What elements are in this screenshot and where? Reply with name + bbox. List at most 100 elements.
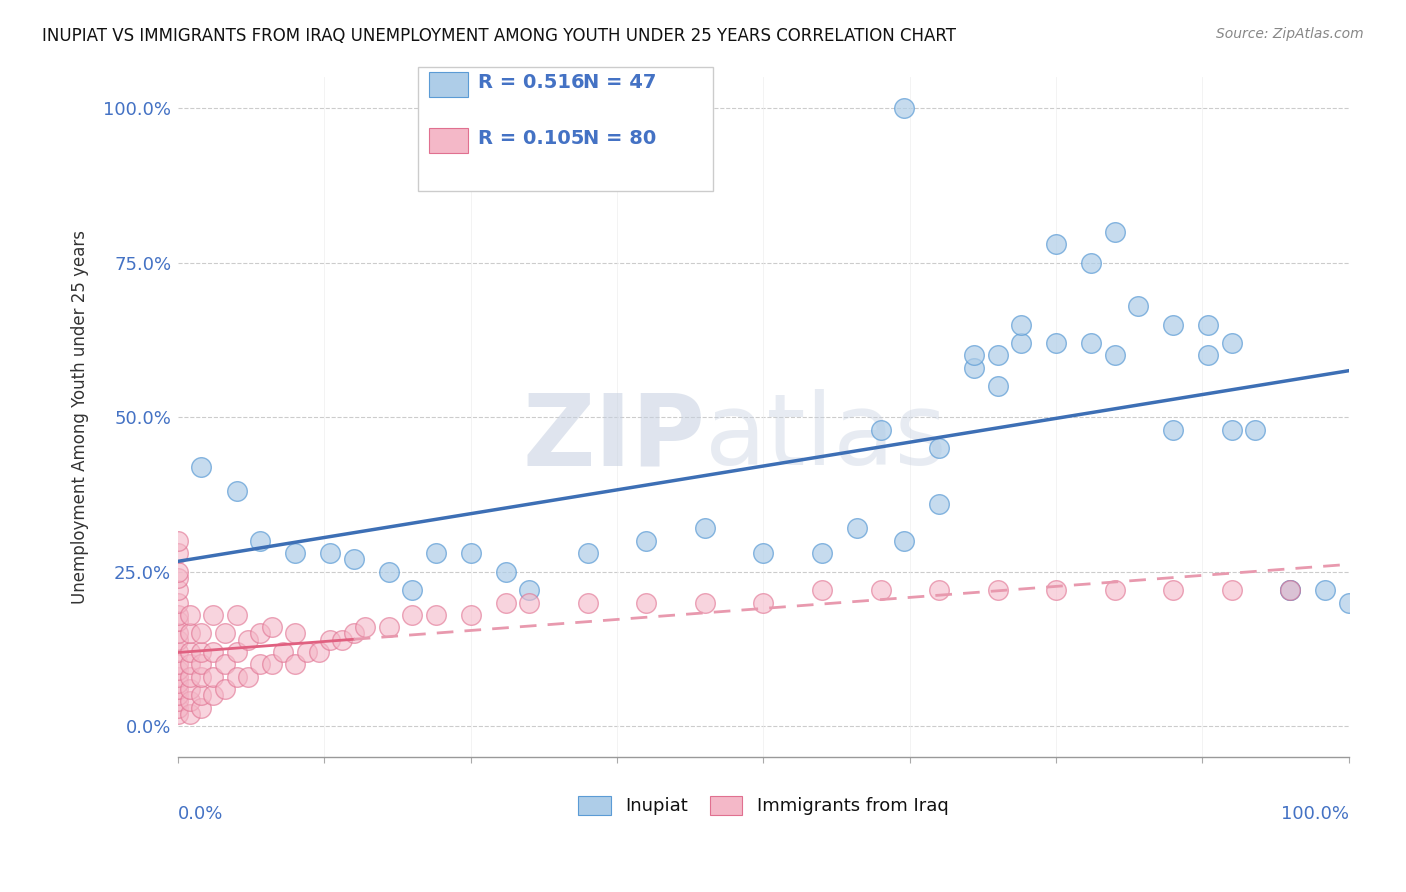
- Point: [295, 645, 318, 659]
- Point: [425, 546, 447, 560]
- Point: [378, 565, 401, 579]
- Point: [1197, 348, 1219, 362]
- Point: [249, 657, 271, 672]
- Point: [167, 546, 190, 560]
- Point: [1244, 423, 1267, 437]
- Point: [284, 626, 307, 640]
- Point: [1010, 318, 1032, 332]
- Point: [495, 565, 517, 579]
- Point: [752, 546, 775, 560]
- Point: [273, 645, 295, 659]
- Point: [238, 632, 260, 647]
- Point: [225, 607, 247, 622]
- Point: [179, 694, 201, 708]
- Point: [1220, 583, 1243, 598]
- Point: [811, 583, 834, 598]
- Point: [401, 607, 423, 622]
- Point: [167, 676, 190, 690]
- Point: [636, 595, 658, 609]
- Point: [343, 552, 366, 566]
- Point: [893, 533, 915, 548]
- Point: [190, 657, 212, 672]
- Point: [987, 348, 1010, 362]
- Point: [1315, 583, 1337, 598]
- Point: [179, 607, 201, 622]
- Point: [202, 670, 225, 684]
- Point: [1161, 583, 1184, 598]
- Point: [190, 670, 212, 684]
- Point: [495, 595, 517, 609]
- Point: [167, 533, 190, 548]
- Point: [190, 459, 212, 474]
- Point: [1045, 336, 1067, 351]
- Point: [928, 441, 950, 455]
- Point: [179, 670, 201, 684]
- Point: [963, 360, 986, 375]
- Point: [636, 533, 658, 548]
- Point: [693, 521, 716, 535]
- Point: [260, 657, 283, 672]
- Point: [1080, 256, 1102, 270]
- Text: N = 80: N = 80: [583, 128, 657, 148]
- Legend: Inupiat, Immigrants from Iraq: Inupiat, Immigrants from Iraq: [571, 789, 956, 822]
- Point: [202, 688, 225, 702]
- Point: [167, 626, 190, 640]
- Point: [319, 546, 342, 560]
- Point: [1337, 595, 1360, 609]
- Point: [1220, 423, 1243, 437]
- Text: N = 47: N = 47: [583, 73, 657, 93]
- Point: [190, 645, 212, 659]
- Point: [576, 546, 599, 560]
- Text: Source: ZipAtlas.com: Source: ZipAtlas.com: [1216, 27, 1364, 41]
- Point: [869, 423, 891, 437]
- Point: [167, 694, 190, 708]
- Point: [343, 626, 366, 640]
- Point: [1045, 583, 1067, 598]
- Point: [1045, 237, 1067, 252]
- Point: [202, 607, 225, 622]
- Point: [401, 583, 423, 598]
- Point: [1279, 583, 1302, 598]
- Point: [190, 688, 212, 702]
- Point: [225, 645, 247, 659]
- Point: [963, 348, 986, 362]
- Point: [987, 583, 1010, 598]
- Point: [693, 595, 716, 609]
- Point: [167, 632, 190, 647]
- Point: [167, 688, 190, 702]
- Point: [214, 626, 236, 640]
- Point: [846, 521, 869, 535]
- Point: [167, 565, 190, 579]
- Point: [460, 546, 482, 560]
- Text: R = 0.516: R = 0.516: [478, 73, 585, 93]
- Point: [1104, 225, 1126, 239]
- Point: [202, 645, 225, 659]
- Text: R = 0.105: R = 0.105: [478, 128, 585, 148]
- Point: [167, 583, 190, 598]
- Point: [1220, 336, 1243, 351]
- Point: [167, 657, 190, 672]
- Text: 0.0%: 0.0%: [179, 805, 224, 822]
- Point: [179, 645, 201, 659]
- Point: [576, 595, 599, 609]
- Point: [167, 664, 190, 678]
- Point: [190, 626, 212, 640]
- Point: [1104, 583, 1126, 598]
- Point: [987, 379, 1010, 393]
- Point: [167, 681, 190, 696]
- Point: [249, 626, 271, 640]
- Point: [179, 681, 201, 696]
- Point: [1080, 336, 1102, 351]
- Point: [190, 700, 212, 714]
- Point: [249, 533, 271, 548]
- Point: [1161, 318, 1184, 332]
- Point: [214, 657, 236, 672]
- Point: [928, 583, 950, 598]
- Point: [752, 595, 775, 609]
- Point: [308, 645, 330, 659]
- Point: [869, 583, 891, 598]
- Point: [179, 657, 201, 672]
- Point: [1161, 423, 1184, 437]
- Point: [167, 614, 190, 628]
- Point: [1010, 336, 1032, 351]
